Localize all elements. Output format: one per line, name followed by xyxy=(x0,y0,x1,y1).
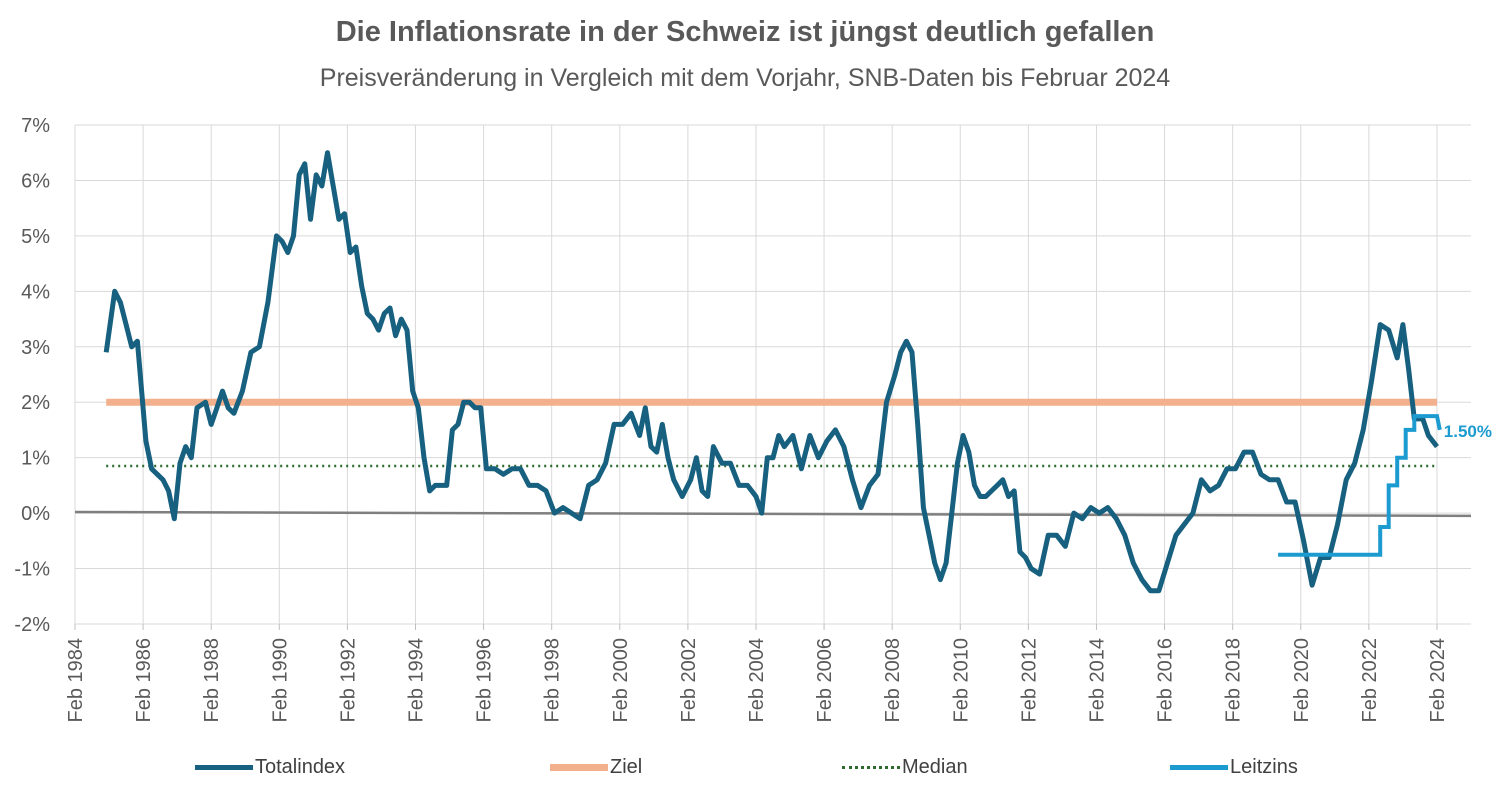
x-tick-label: Feb 1996 xyxy=(474,638,496,723)
x-tick-label: Feb 2012 xyxy=(1018,638,1040,723)
y-tick-label: 2% xyxy=(21,392,50,414)
x-tick-label: Feb 2022 xyxy=(1359,638,1381,723)
x-tick-label: Feb 2004 xyxy=(746,638,768,723)
legend-swatch-leitzins xyxy=(1170,764,1228,770)
chart-title: Die Inflationsrate in der Schweiz ist jü… xyxy=(335,16,1155,48)
legend-swatch-totalindex xyxy=(195,764,253,770)
x-tick-label: Feb 2016 xyxy=(1155,638,1177,723)
x-tick-label: Feb 2002 xyxy=(678,638,700,723)
x-tick-label: Feb 1990 xyxy=(269,638,291,723)
x-tick-label: Feb 1992 xyxy=(337,638,359,723)
y-tick-label: 3% xyxy=(21,337,50,359)
x-tick-label: Feb 2000 xyxy=(610,638,632,723)
series-totalindex-line xyxy=(103,150,1439,594)
x-tick-label: Feb 1988 xyxy=(201,638,223,723)
legend-swatch-median xyxy=(842,765,900,769)
x-tick-label: Feb 2006 xyxy=(814,638,836,723)
x-tick-label: Feb 2014 xyxy=(1086,638,1108,723)
y-tick-label: 0% xyxy=(21,503,50,525)
y-tick-label: -1% xyxy=(14,559,50,581)
x-tick-label: Feb 1994 xyxy=(405,638,427,723)
series-leitzins-line xyxy=(1278,414,1442,557)
leitzins-value-label: 1.50% xyxy=(1444,422,1492,441)
legend-swatch-ziel xyxy=(550,763,608,771)
x-tick-label: Feb 1984 xyxy=(65,638,87,723)
x-tick-label: Feb 1986 xyxy=(133,638,155,723)
legend-label-totalindex: Totalindex xyxy=(255,755,346,778)
legend-item-leitzins: Leitzins xyxy=(1170,754,1298,780)
legend-label-median: Median xyxy=(902,755,968,778)
y-tick-label: 6% xyxy=(21,170,50,192)
zero-line xyxy=(74,510,1472,518)
y-tick-label: 7% xyxy=(21,115,50,137)
legend-item-median: Median xyxy=(842,754,968,780)
x-tick-label: Feb 2024 xyxy=(1427,638,1449,723)
y-tick-label: 1% xyxy=(21,448,50,470)
y-tick-label: -2% xyxy=(14,614,50,636)
legend-item-totalindex: Totalindex xyxy=(195,754,345,780)
x-tick-label: Feb 2010 xyxy=(950,638,972,723)
legend-label-leitzins: Leitzins xyxy=(1230,755,1298,778)
y-tick-label: 5% xyxy=(21,226,50,248)
x-tick-label: Feb 2008 xyxy=(882,638,904,723)
x-tick-label: Feb 2018 xyxy=(1223,638,1245,723)
x-tick-label: Feb 1998 xyxy=(542,638,564,723)
legend-label-ziel: Ziel xyxy=(610,755,643,778)
chart-subtitle: Preisveränderung in Vergleich mit dem Vo… xyxy=(319,64,1171,92)
legend-item-ziel: Ziel xyxy=(550,754,642,780)
y-tick-label: 4% xyxy=(21,281,50,303)
x-tick-label: Feb 2020 xyxy=(1291,638,1313,723)
